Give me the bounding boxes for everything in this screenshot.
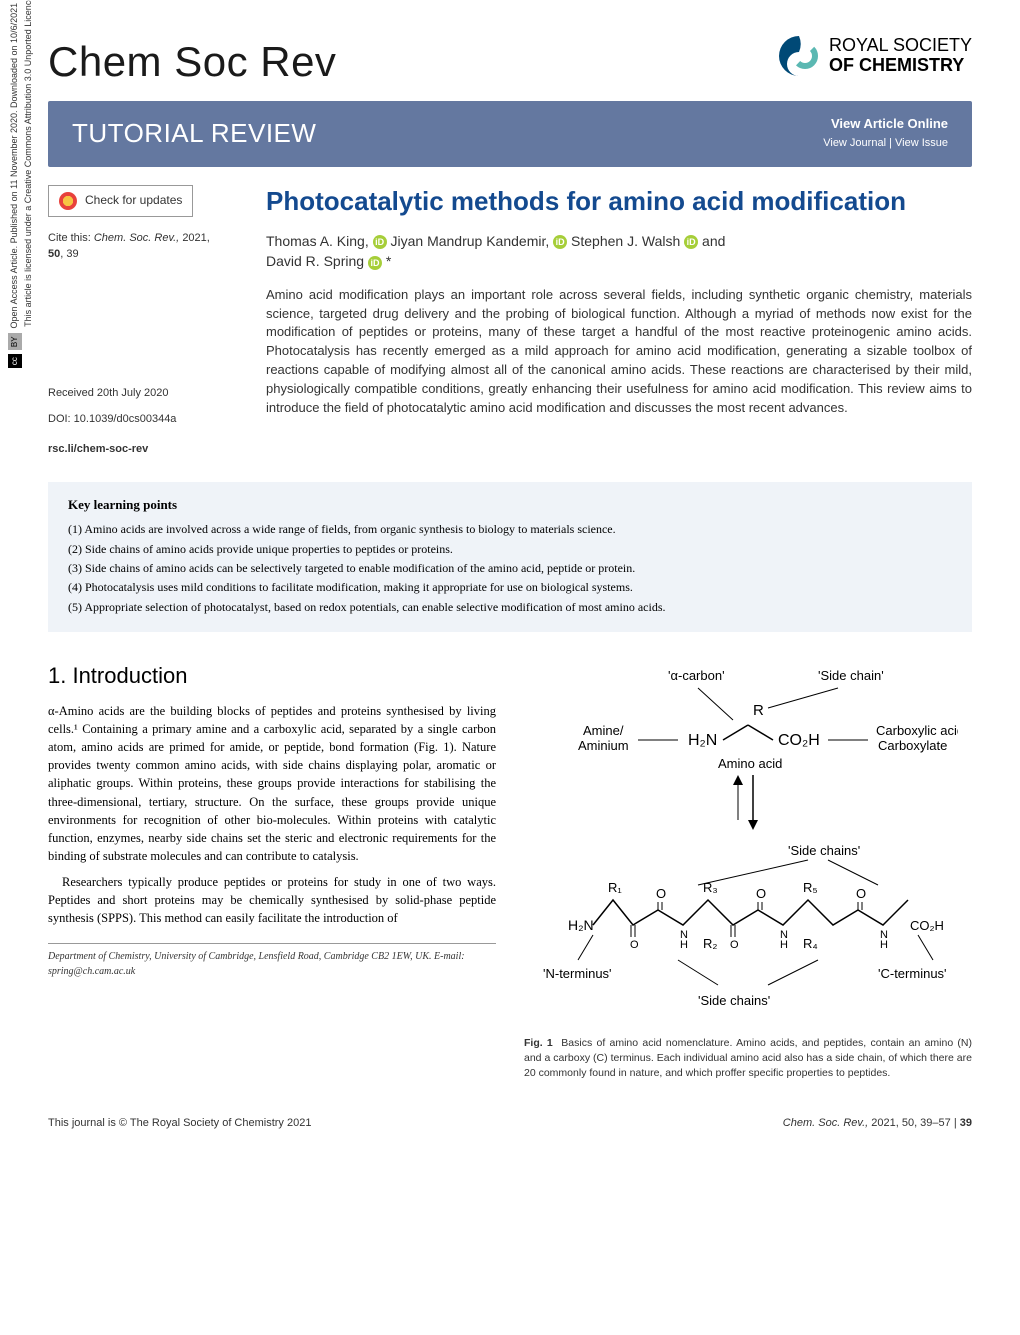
- fig-r: R: [753, 702, 764, 719]
- orcid-icon[interactable]: iD: [553, 235, 567, 249]
- author-4: David R. Spring: [266, 253, 364, 269]
- fig-co2h: CO₂H: [778, 732, 820, 749]
- corresponding-star: *: [386, 253, 391, 269]
- fig-nterm: 'N-terminus': [543, 966, 612, 981]
- fig-amino-acid: Amino acid: [718, 756, 782, 771]
- crossmark-icon: [59, 192, 77, 210]
- cc-badge: cc: [8, 354, 22, 368]
- fig-sidechains-3: 'Side chains': [698, 993, 770, 1008]
- svg-text:H: H: [680, 939, 688, 951]
- author-1: Thomas A. King,: [266, 233, 369, 249]
- keypoint-3: (3) Side chains of amino acids can be se…: [68, 560, 952, 577]
- key-learning-points-box: Key learning points (1) Amino acids are …: [48, 482, 972, 632]
- cite-this: Cite this: Chem. Soc. Rev., 2021, 50, 39: [48, 231, 238, 263]
- article-type: TUTORIAL REVIEW: [72, 115, 316, 153]
- author-and: and: [702, 233, 725, 249]
- orcid-icon[interactable]: iD: [373, 235, 387, 249]
- intro-p2: Researchers typically produce peptides o…: [48, 873, 496, 927]
- fig-pep-co2h: CO₂H: [910, 918, 944, 933]
- fig-r3: R₃: [703, 880, 718, 895]
- svg-text:H: H: [880, 939, 888, 951]
- fig-sidechains-2: 'Side chains': [788, 843, 860, 858]
- affiliation: Department of Chemistry, University of C…: [48, 943, 496, 979]
- by-badge: BY: [8, 333, 22, 350]
- fig-r1: R₁: [608, 880, 622, 895]
- check-for-updates-button[interactable]: Check for updates: [48, 185, 193, 217]
- abstract: Amino acid modification plays an importa…: [266, 286, 972, 418]
- svg-text:O: O: [730, 939, 739, 951]
- fig-cterm: 'C-terminus': [878, 966, 947, 981]
- author-3: Stephen J. Walsh: [571, 233, 680, 249]
- article-type-banner: TUTORIAL REVIEW View Article Online View…: [48, 101, 972, 167]
- keypoint-4: (4) Photocatalysis uses mild conditions …: [68, 579, 952, 596]
- doi: DOI: 10.1039/d0cs00344a: [48, 412, 238, 428]
- sidebar-line1: Open Access Article. Published on 11 Nov…: [9, 0, 19, 328]
- fig-label-alpha: 'α-carbon': [668, 668, 725, 683]
- sidebar-line2: This article is licensed under a Creativ…: [23, 0, 33, 327]
- open-access-sidebar: cc BY Open Access Article. Published on 1…: [8, 0, 35, 420]
- fig-o3: O: [856, 886, 866, 901]
- rsc-logo-icon: [775, 32, 823, 80]
- fig-h2n: H₂N: [688, 732, 717, 749]
- fig-carboxylate: Carboxylate: [878, 738, 947, 753]
- rscli-link[interactable]: rsc.li/chem-soc-rev: [48, 442, 238, 458]
- fig-o2: O: [756, 886, 766, 901]
- orcid-icon[interactable]: iD: [368, 256, 382, 270]
- svg-text:O: O: [630, 939, 639, 951]
- orcid-icon[interactable]: iD: [684, 235, 698, 249]
- rsc-line1: ROYAL SOCIETY: [829, 36, 972, 56]
- fig-carboxylic: Carboxylic acid/: [876, 723, 958, 738]
- rsc-line2: OF CHEMISTRY: [829, 56, 972, 76]
- keypoint-2: (2) Side chains of amino acids provide u…: [68, 541, 952, 558]
- article-title: Photocatalytic methods for amino acid mo…: [266, 185, 972, 218]
- fig-r5: R₅: [803, 880, 818, 895]
- fig-pep-h2n: H₂N: [568, 917, 594, 933]
- keybox-heading: Key learning points: [68, 496, 952, 515]
- footer-citation: Chem. Soc. Rev., 2021, 50, 39–57 | 39: [783, 1116, 972, 1132]
- fig-r2: R₂: [703, 936, 717, 951]
- intro-p1: α-Amino acids are the building blocks of…: [48, 702, 496, 865]
- fig-label-amine: Amine/: [583, 723, 624, 738]
- journal-title: Chem Soc Rev: [48, 32, 336, 93]
- view-issue-link[interactable]: View Issue: [895, 137, 948, 149]
- fig-label-sidechain: 'Side chain': [818, 668, 884, 683]
- rsc-logo: ROYAL SOCIETY OF CHEMISTRY: [775, 32, 972, 80]
- fig-label-aminium: Aminium: [578, 738, 629, 753]
- authors: Thomas A. King, iD Jiyan Mandrup Kandemi…: [266, 231, 972, 272]
- author-2: Jiyan Mandrup Kandemir,: [391, 233, 550, 249]
- figure-1: 'α-carbon' 'Side chain' Amine/ Aminium H…: [524, 660, 972, 1026]
- svg-text:H: H: [780, 939, 788, 951]
- footer-copyright: This journal is © The Royal Society of C…: [48, 1116, 311, 1132]
- view-article-online-link[interactable]: View Article Online: [823, 115, 948, 134]
- keypoint-1: (1) Amino acids are involved across a wi…: [68, 521, 952, 538]
- keypoint-5: (5) Appropriate selection of photocataly…: [68, 599, 952, 616]
- fig-r4: R₄: [803, 936, 818, 951]
- section-heading-intro: 1. Introduction: [48, 660, 496, 692]
- received-date: Received 20th July 2020: [48, 386, 238, 402]
- view-journal-link[interactable]: View Journal: [823, 137, 886, 149]
- check-updates-label: Check for updates: [85, 192, 182, 209]
- fig-o1: O: [656, 886, 666, 901]
- figure-1-caption: Fig. 1 Basics of amino acid nomenclature…: [524, 1036, 972, 1082]
